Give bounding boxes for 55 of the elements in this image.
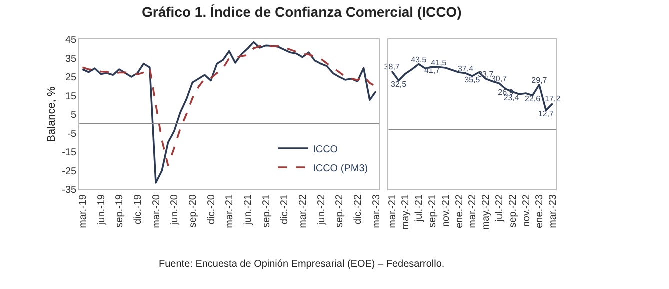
x-tick-label: mar.-23 [548, 194, 560, 228]
data-label: 41,5 [431, 58, 448, 68]
legend-label: ICCO (PM3) [313, 163, 368, 174]
data-label: 37,4 [458, 64, 474, 74]
x-tick-label: jul.-21 [414, 194, 426, 223]
x-tick-label: mar.-22 [468, 194, 479, 228]
data-label: 29,7 [532, 76, 548, 85]
y-tick-label: -35 [62, 185, 78, 196]
x-tick-label: jun.-21 [242, 194, 254, 226]
x-tick-label: mar.-21 [387, 194, 398, 228]
x-tick-label: nov.-22 [521, 194, 532, 228]
x-tick-label: dic.-21 [280, 194, 291, 225]
x-tick-label: ene.-22 [454, 194, 466, 228]
x-tick-label: sep.-21 [261, 194, 272, 228]
x-tick-label: sep.-21 [428, 194, 439, 228]
data-label: 12,7 [538, 109, 554, 118]
y-tick-label: 35 [65, 54, 78, 65]
x-tick-label: mar.-23 [371, 194, 382, 228]
x-tick-label: jun.-19 [96, 194, 108, 226]
source-note: Fuente: Encuesta de Opinión Empresarial (EOE) – Fedesarrollo. [159, 259, 445, 270]
y-tick-label: 15 [65, 91, 78, 102]
x-tick-label: jun.-20 [170, 194, 181, 226]
x-tick-label: dic.-19 [132, 194, 144, 225]
data-label: 41,7 [424, 66, 441, 75]
data-label: 17,2 [545, 94, 562, 104]
data-label: 30,7 [491, 74, 508, 84]
y-axis-title: Balance, % [46, 86, 58, 142]
x-tick-label: jun.-22 [316, 194, 328, 226]
x-tick-label: jul.-22 [494, 194, 506, 223]
x-tick-label: mar.-22 [298, 194, 309, 228]
x-tick-label: sep.-22 [508, 194, 519, 228]
x-tick-label: nov.-21 [440, 194, 452, 228]
y-tick-label: 45 [65, 35, 78, 46]
y-tick-label: 25 [65, 72, 78, 84]
x-tick-label: mar.-19 [78, 194, 89, 228]
data-label: 22,6 [524, 94, 542, 104]
x-tick-label: may.-22 [481, 194, 492, 230]
y-tick-label: -15 [62, 148, 78, 158]
data-label: 43,5 [411, 55, 428, 64]
x-tick-label: mar.-20 [151, 194, 162, 228]
y-tick-label: -25 [62, 166, 78, 178]
data-label: 32,5 [391, 80, 408, 89]
legend-label: ICCO [313, 144, 338, 156]
x-tick-label: dic.-22 [352, 194, 364, 225]
y-tick-label: -5 [68, 128, 78, 140]
x-tick-label: sep.-22 [334, 194, 346, 228]
x-tick-label: sep.-19 [114, 194, 126, 228]
x-tick-label: mar.-21 [224, 194, 236, 228]
x-tick-label: dic.-20 [206, 194, 218, 225]
x-tick-label: ene.-23 [534, 194, 546, 228]
data-label: 35,5 [464, 75, 481, 84]
x-tick-label: sep.-20 [188, 194, 199, 228]
x-tick-label: may.-21 [400, 194, 412, 230]
y-tick-label: 5 [71, 110, 78, 121]
chart-title: Gráfico 1. Índice de Confianza Comercial (ICCO) [142, 4, 462, 20]
